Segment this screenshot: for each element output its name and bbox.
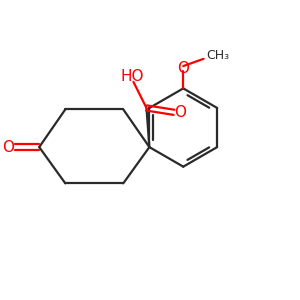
Text: O: O <box>174 105 186 120</box>
Text: CH₃: CH₃ <box>206 49 230 62</box>
Text: O: O <box>2 140 14 154</box>
Text: O: O <box>177 61 189 76</box>
Text: HO: HO <box>120 69 144 84</box>
